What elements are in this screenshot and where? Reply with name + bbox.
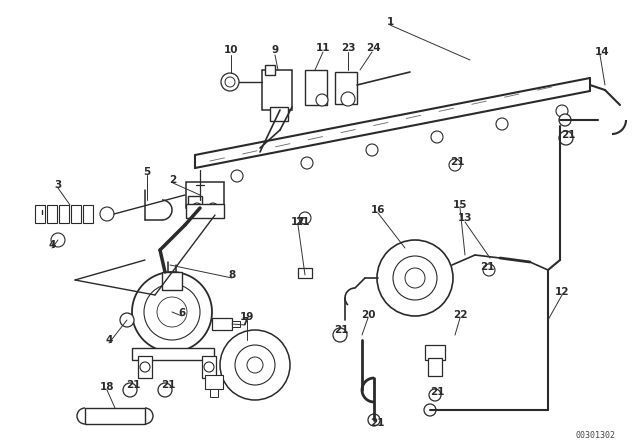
Text: 11: 11 xyxy=(316,43,330,53)
Bar xyxy=(83,205,93,223)
Text: 8: 8 xyxy=(228,270,236,280)
Bar xyxy=(210,389,218,397)
Circle shape xyxy=(144,284,200,340)
Circle shape xyxy=(220,330,290,400)
Bar xyxy=(85,408,145,424)
Bar xyxy=(186,182,224,208)
Text: 12: 12 xyxy=(555,287,569,297)
Bar xyxy=(298,268,312,278)
Bar xyxy=(265,65,275,75)
Text: 16: 16 xyxy=(371,205,385,215)
Text: 14: 14 xyxy=(595,47,609,57)
Circle shape xyxy=(424,404,436,416)
Bar xyxy=(425,345,445,360)
Circle shape xyxy=(132,272,212,352)
Bar xyxy=(47,205,57,223)
Bar xyxy=(305,70,327,105)
Text: 6: 6 xyxy=(179,308,186,318)
Text: 15: 15 xyxy=(452,200,467,210)
Text: 7: 7 xyxy=(241,317,249,327)
Text: 4: 4 xyxy=(106,335,113,345)
Text: 21: 21 xyxy=(295,217,309,227)
Circle shape xyxy=(208,203,218,213)
Text: 13: 13 xyxy=(458,213,472,223)
Text: 21: 21 xyxy=(480,262,494,272)
Bar xyxy=(188,196,202,216)
Bar xyxy=(71,205,81,223)
Circle shape xyxy=(221,73,239,91)
Circle shape xyxy=(316,94,328,106)
Bar xyxy=(212,318,232,330)
Bar xyxy=(162,272,182,290)
Text: 10: 10 xyxy=(224,45,238,55)
Circle shape xyxy=(449,159,461,171)
Text: 21: 21 xyxy=(370,418,384,428)
Text: 4: 4 xyxy=(48,240,56,250)
Circle shape xyxy=(556,105,568,117)
Circle shape xyxy=(366,144,378,156)
Circle shape xyxy=(429,389,441,401)
Text: 2: 2 xyxy=(170,175,177,185)
Circle shape xyxy=(231,170,243,182)
Text: 21: 21 xyxy=(161,380,175,390)
Circle shape xyxy=(301,157,313,169)
Bar xyxy=(205,375,223,389)
Circle shape xyxy=(235,345,275,385)
Text: 20: 20 xyxy=(361,310,375,320)
Bar xyxy=(428,358,442,376)
Circle shape xyxy=(496,118,508,130)
Circle shape xyxy=(51,233,65,247)
Circle shape xyxy=(157,297,187,327)
Circle shape xyxy=(204,362,214,372)
Circle shape xyxy=(247,357,263,373)
Text: 24: 24 xyxy=(365,43,380,53)
Bar xyxy=(202,356,216,378)
Text: 00301302: 00301302 xyxy=(575,431,615,439)
Circle shape xyxy=(158,383,172,397)
Circle shape xyxy=(341,92,355,106)
Circle shape xyxy=(299,212,311,224)
Circle shape xyxy=(431,131,443,143)
Text: 5: 5 xyxy=(143,167,150,177)
Text: 1: 1 xyxy=(387,17,394,27)
Circle shape xyxy=(405,268,425,288)
Circle shape xyxy=(368,414,380,426)
Text: 21: 21 xyxy=(125,380,140,390)
Bar xyxy=(35,205,45,223)
Text: 19: 19 xyxy=(240,312,254,322)
Circle shape xyxy=(195,200,205,210)
Text: 21: 21 xyxy=(429,387,444,397)
Circle shape xyxy=(393,256,437,300)
Circle shape xyxy=(333,328,347,342)
Bar xyxy=(232,321,240,327)
Circle shape xyxy=(120,313,134,327)
Bar xyxy=(262,70,292,110)
Text: 9: 9 xyxy=(271,45,278,55)
Text: 21: 21 xyxy=(450,157,464,167)
Text: 17: 17 xyxy=(291,217,305,227)
Text: 18: 18 xyxy=(100,382,115,392)
Circle shape xyxy=(140,362,150,372)
Circle shape xyxy=(559,114,571,126)
Bar xyxy=(270,107,288,121)
Circle shape xyxy=(100,207,114,221)
Text: 22: 22 xyxy=(452,310,467,320)
Bar xyxy=(335,72,357,104)
Circle shape xyxy=(483,264,495,276)
Circle shape xyxy=(123,383,137,397)
Text: 21: 21 xyxy=(333,325,348,335)
Circle shape xyxy=(559,131,573,145)
Circle shape xyxy=(377,240,453,316)
Text: 21: 21 xyxy=(561,130,575,140)
Circle shape xyxy=(225,77,235,87)
Bar xyxy=(59,205,69,223)
Circle shape xyxy=(192,203,202,213)
Bar xyxy=(186,204,224,218)
Text: 3: 3 xyxy=(54,180,61,190)
Bar xyxy=(138,356,152,378)
Bar xyxy=(132,348,214,360)
Text: 23: 23 xyxy=(340,43,355,53)
